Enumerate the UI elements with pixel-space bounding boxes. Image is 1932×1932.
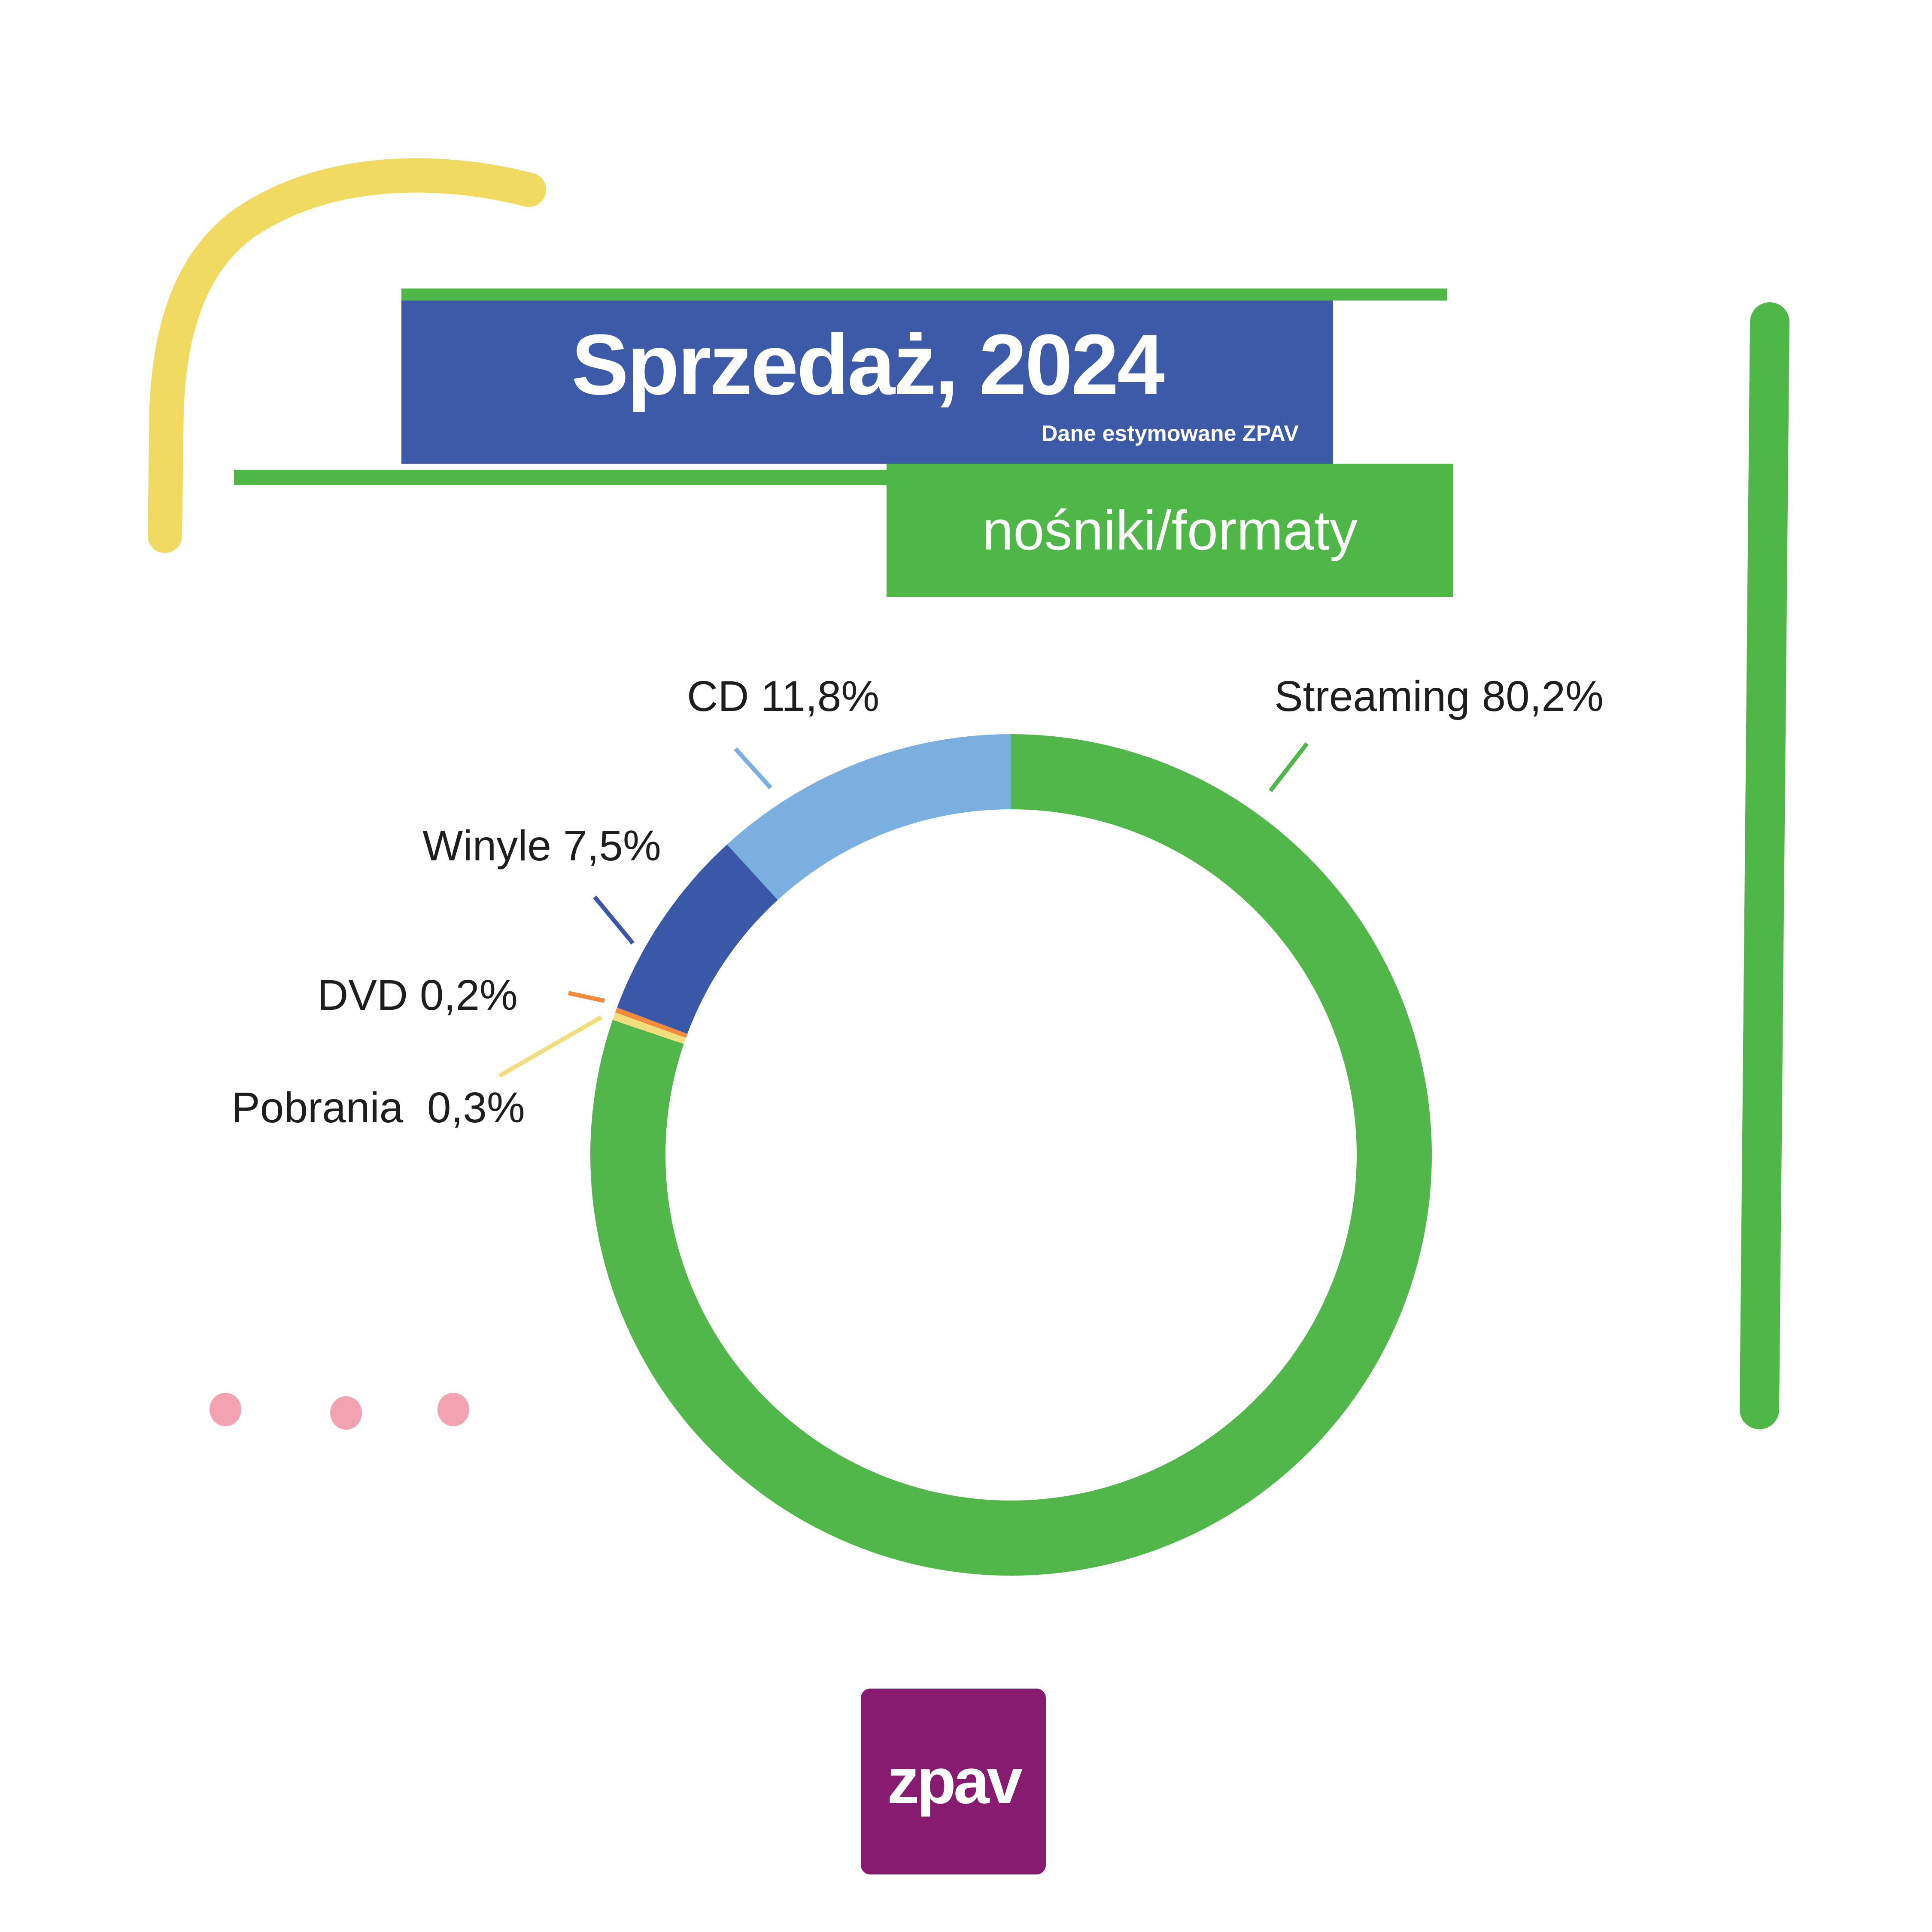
title-banner: Sprzedaż, 2024 Dane estymowane ZPAV bbox=[401, 301, 1333, 464]
segment-label-pobrania: Pobrania 0,3% bbox=[231, 1084, 525, 1132]
leader-line-streaming bbox=[1269, 742, 1309, 793]
segment-label-winyle: Winyle 7,5% bbox=[422, 822, 661, 870]
green-vertical-bar bbox=[1740, 302, 1789, 1429]
leader-line-cd bbox=[734, 747, 772, 790]
top-accent-bar bbox=[401, 289, 1447, 301]
segment-label-cd: CD 11,8% bbox=[687, 672, 880, 720]
left-accent-bar bbox=[234, 470, 887, 485]
pink-dot bbox=[330, 1396, 362, 1430]
donut-hole bbox=[665, 809, 1357, 1501]
leader-line-pobrania bbox=[498, 1015, 603, 1078]
zpav-logo: zpav bbox=[861, 1689, 1046, 1874]
donut-chart bbox=[590, 734, 1432, 1576]
leader-line-winyle bbox=[593, 895, 635, 945]
subtitle-banner-label: nośniki/formaty bbox=[982, 499, 1358, 562]
subtitle-banner: nośniki/formaty bbox=[887, 464, 1453, 597]
segment-label-streaming: Streaming 80,2% bbox=[1274, 672, 1604, 720]
leader-line-dvd bbox=[568, 991, 605, 1003]
pink-dot bbox=[437, 1393, 469, 1426]
page-title: Sprzedaż, 2024 bbox=[571, 317, 1165, 413]
pink-dot bbox=[210, 1393, 241, 1426]
zpav-wordmark: zpav bbox=[887, 1745, 1025, 1817]
zpav-wordmark-text: zpav bbox=[887, 1745, 1022, 1817]
segment-label-dvd: DVD 0,2% bbox=[317, 971, 518, 1019]
title-subtitle: Dane estymowane ZPAV bbox=[1041, 421, 1299, 446]
